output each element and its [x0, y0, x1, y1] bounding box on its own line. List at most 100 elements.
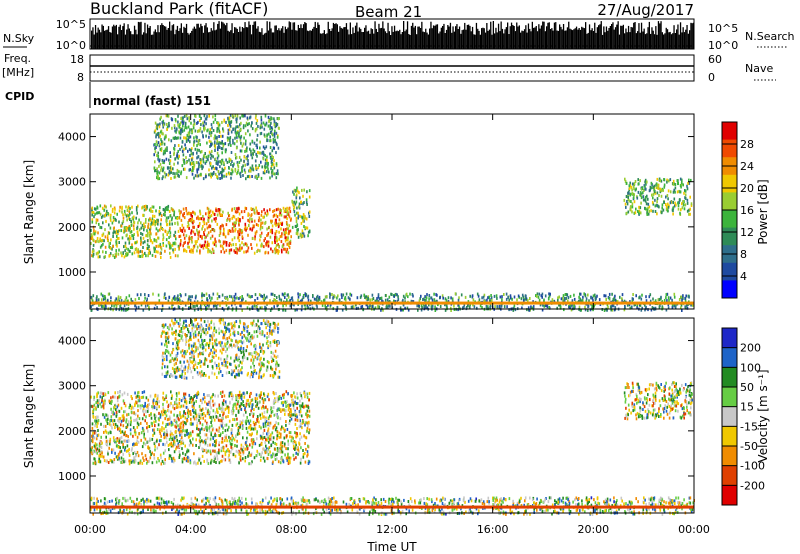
power-cell — [650, 181, 653, 185]
power-cell — [303, 234, 306, 238]
power-cell — [658, 205, 660, 209]
velocity-cell — [156, 396, 159, 400]
noise-bar — [630, 27, 632, 49]
power-cell — [272, 210, 274, 213]
velocity-cell — [235, 413, 237, 417]
power-cell — [117, 297, 119, 301]
velocity-cell — [259, 400, 261, 404]
noise-bar — [400, 34, 402, 49]
velocity-cell — [295, 435, 297, 439]
power-cell — [634, 303, 636, 307]
power-cell — [193, 165, 195, 169]
power-cell — [269, 208, 271, 212]
power-cell — [293, 210, 296, 214]
power-cell — [174, 175, 177, 179]
power-cell — [644, 303, 646, 307]
power-cell — [485, 304, 488, 308]
power-cell — [656, 186, 658, 189]
power-cell — [190, 231, 192, 235]
velocity-cell — [266, 408, 269, 412]
power-cell — [129, 246, 132, 249]
power-cell — [218, 123, 221, 127]
velocity-cell — [213, 418, 216, 422]
power-cell — [541, 308, 544, 312]
power-cell — [90, 308, 93, 312]
power-cell — [262, 297, 265, 300]
velocity-cell — [267, 453, 270, 456]
power-cell — [238, 207, 240, 211]
power-cell — [647, 212, 650, 216]
power-cell — [162, 233, 164, 237]
power-cell — [216, 121, 218, 125]
noise-bar — [232, 33, 234, 49]
power-cell — [103, 255, 106, 259]
power-cell — [284, 308, 287, 312]
velocity-cell — [141, 404, 143, 408]
power-cell — [275, 162, 278, 166]
velocity-cell — [272, 452, 274, 456]
power-cell — [149, 217, 151, 221]
velocity-cell — [176, 394, 178, 398]
power-cell — [654, 191, 657, 195]
power-cell — [271, 169, 274, 173]
velocity-cell — [166, 418, 169, 422]
power-cell — [192, 221, 194, 225]
power-cell — [587, 305, 589, 309]
noise-bar — [205, 23, 207, 49]
noise-bar — [132, 34, 134, 49]
power-cell — [650, 186, 653, 190]
power-cell — [548, 292, 550, 296]
power-cell — [184, 123, 187, 127]
power-cell — [235, 243, 237, 246]
velocity-cell — [302, 405, 304, 409]
velocity-cell — [307, 424, 309, 427]
power-cell — [243, 136, 245, 140]
velocity-cell — [141, 391, 144, 394]
power-cell — [282, 304, 284, 308]
power-cell — [495, 294, 498, 298]
power-cell — [637, 190, 640, 194]
power-cell — [411, 293, 414, 296]
power-cell — [650, 308, 653, 312]
velocity-cell — [203, 449, 206, 452]
power-cell — [230, 243, 233, 247]
colorbar-tick-label: 24 — [740, 160, 754, 173]
velocity-cell — [224, 407, 227, 411]
velocity-cell — [237, 450, 239, 454]
power-cell — [254, 159, 257, 163]
power-cell — [105, 219, 107, 223]
power-cell — [266, 158, 268, 162]
power-cell — [201, 244, 203, 248]
power-cell — [270, 219, 272, 223]
power-cell — [665, 293, 668, 297]
noise-bar — [431, 28, 433, 49]
power-cell — [633, 193, 635, 197]
power-cell — [232, 128, 234, 131]
velocity-cell — [305, 447, 307, 451]
velocity-cell — [91, 446, 93, 450]
power-cell — [658, 305, 661, 309]
velocity-cell — [267, 436, 269, 440]
power-cell — [155, 232, 158, 236]
power-cell — [424, 303, 427, 307]
power-cell — [251, 127, 254, 131]
noise-bar — [292, 22, 294, 49]
power-cell — [251, 219, 253, 223]
noise-bar — [617, 21, 619, 49]
power-cell — [174, 230, 177, 234]
power-cell — [271, 149, 274, 153]
power-cell — [235, 221, 237, 225]
noise-bar — [676, 29, 678, 49]
power-cell — [302, 232, 305, 236]
power-cell — [204, 228, 206, 232]
power-cell — [203, 120, 206, 124]
noise-bar — [105, 30, 107, 49]
power-cell — [302, 295, 304, 299]
power-cell — [125, 214, 128, 218]
velocity-scatter — [90, 318, 695, 516]
noise-bar — [414, 25, 416, 49]
power-cell — [301, 229, 304, 233]
velocity-cell — [160, 439, 162, 442]
power-cell — [118, 248, 120, 252]
power-cell — [241, 216, 244, 220]
